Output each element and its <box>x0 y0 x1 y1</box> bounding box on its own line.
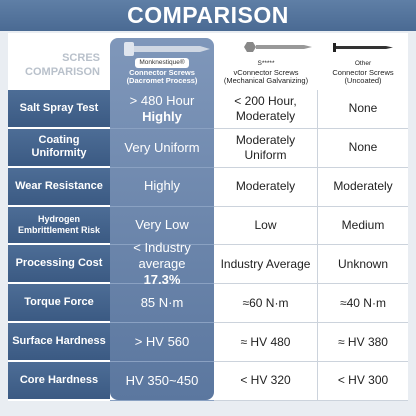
row-label: Salt Spray Test <box>8 90 110 129</box>
cell-line: Unknown <box>337 256 389 271</box>
row-label: Processing Cost <box>8 245 110 285</box>
table-cell: ≈60 N·m <box>214 284 318 324</box>
table-cell: ≈ HV 480 <box>214 323 318 362</box>
cell-line: > 480 Hour <box>129 92 195 108</box>
cell-line: < HV 320 <box>240 373 291 388</box>
cell-line: Moderately <box>235 132 296 147</box>
table-cell: ≈40 N·m <box>318 284 408 324</box>
row-label: Hydrogen Embrittlement Risk <box>8 206 110 246</box>
table-cell: Unknown <box>318 245 408 285</box>
cell-line: Moderately <box>333 179 393 194</box>
cell-line: < 200 Hour, <box>234 93 297 108</box>
cell-line: Moderately <box>235 108 296 123</box>
cell-line: Uniform <box>244 147 287 162</box>
table-cell: Moderately Uniform <box>214 128 318 168</box>
cell-line: None <box>348 101 378 116</box>
highlight-column <box>110 38 214 400</box>
table-cell: Moderately <box>214 167 318 207</box>
corner-line: COMPARISON <box>25 66 100 79</box>
column-sub: (Dacromet Process) <box>126 76 198 86</box>
column-badge: Other <box>354 60 372 68</box>
cell-line: HV 350~450 <box>125 372 199 388</box>
table-cell: Very Uniform <box>110 129 214 168</box>
screw-icons <box>124 42 393 56</box>
column-sub: (Uncoated) <box>344 76 382 86</box>
row-label: Wear Resistance <box>8 167 110 207</box>
cell-line: Moderately <box>235 179 296 194</box>
column-name: vConnector Screws <box>233 67 299 77</box>
row-label-text: Wear Resistance <box>15 179 103 192</box>
table-cell: > HV 560 <box>110 323 214 362</box>
cell-line: > HV 560 <box>134 333 190 349</box>
cell-line: Highly <box>142 108 182 124</box>
cell-line: ≈ HV 380 <box>338 334 388 349</box>
table-cell: < HV 300 <box>318 362 408 401</box>
table-cell: > 480 Hour Highly <box>110 90 214 129</box>
cell-line: None <box>348 140 378 155</box>
cell-line: 17.3% <box>143 272 181 288</box>
title: COMPARISON <box>0 0 416 31</box>
cell-line: Medium <box>341 217 385 232</box>
screw-icon <box>244 42 312 52</box>
table-cell: Low <box>214 206 318 246</box>
cell-line: ≈ HV 480 <box>240 334 291 349</box>
row-label: Core Hardness <box>8 361 110 401</box>
table-cell: Very Low <box>110 207 214 246</box>
column-header: S***** vConnector Screws (Mechanical Galva… <box>214 33 318 90</box>
table-cell: None <box>318 129 408 168</box>
row-label-text: Coating Uniformity <box>31 134 87 160</box>
cell-line: Very Low <box>135 217 189 233</box>
table-cell: Medium <box>318 207 408 246</box>
table-cell: HV 350~450 <box>110 362 214 401</box>
row-label-text: Core Hardness <box>19 373 99 386</box>
column-badge: S***** <box>257 60 275 68</box>
cell-line: < Industry average <box>133 239 191 272</box>
row-label-text: Surface Hardness <box>12 334 106 347</box>
column-header: Monknestique® Connector Screws (Dacromet P… <box>110 33 214 90</box>
cell-line: Highly <box>143 178 181 194</box>
cell-line: ≈40 N·m <box>340 295 386 310</box>
column-name: Connector Screws <box>129 67 195 77</box>
row-label: Coating Uniformity <box>8 128 110 168</box>
table-cell: < HV 320 <box>214 361 318 401</box>
table-cell: < Industry average 17.3% <box>110 240 214 287</box>
screw-icon <box>124 42 210 56</box>
row-label-text: Torque Force <box>24 296 94 309</box>
table-cell: None <box>318 90 408 129</box>
column-sub: (Mechanical Galvanizing) <box>223 76 309 86</box>
cell-line: ≈60 N·m <box>242 295 289 310</box>
table-cell: 85 N·m <box>110 284 214 324</box>
row-label: Torque Force <box>8 284 110 324</box>
corner-line: SCRES <box>62 52 100 64</box>
table-cell: < 200 Hour, Moderately <box>214 90 318 129</box>
column-header: Other Connector Screws (Uncoated) <box>318 33 408 90</box>
cell-line: Low <box>254 217 277 232</box>
row-label-text: Processing Cost <box>15 257 103 270</box>
cell-line: < HV 300 <box>337 373 389 388</box>
row-label-text: Hydrogen Embrittlement Risk <box>17 214 101 235</box>
column-badge: Monknestique® <box>135 58 189 68</box>
table-cell: Industry Average <box>214 245 318 285</box>
column-name: Connector Screws <box>332 67 394 77</box>
row-label-text: Salt Spray Test <box>19 101 99 114</box>
cell-line: 85 N·m <box>140 295 184 311</box>
table-cell: Moderately <box>318 168 408 207</box>
table-cell: Highly <box>110 168 214 207</box>
table-cell: ≈ HV 380 <box>318 323 408 362</box>
row-label: Surface Hardness <box>8 323 110 362</box>
cell-line: Very Uniform <box>124 139 200 155</box>
corner-label: SCRES COMPARISON <box>8 33 110 90</box>
screw-icon <box>333 43 393 52</box>
cell-line: Industry Average <box>220 256 311 271</box>
